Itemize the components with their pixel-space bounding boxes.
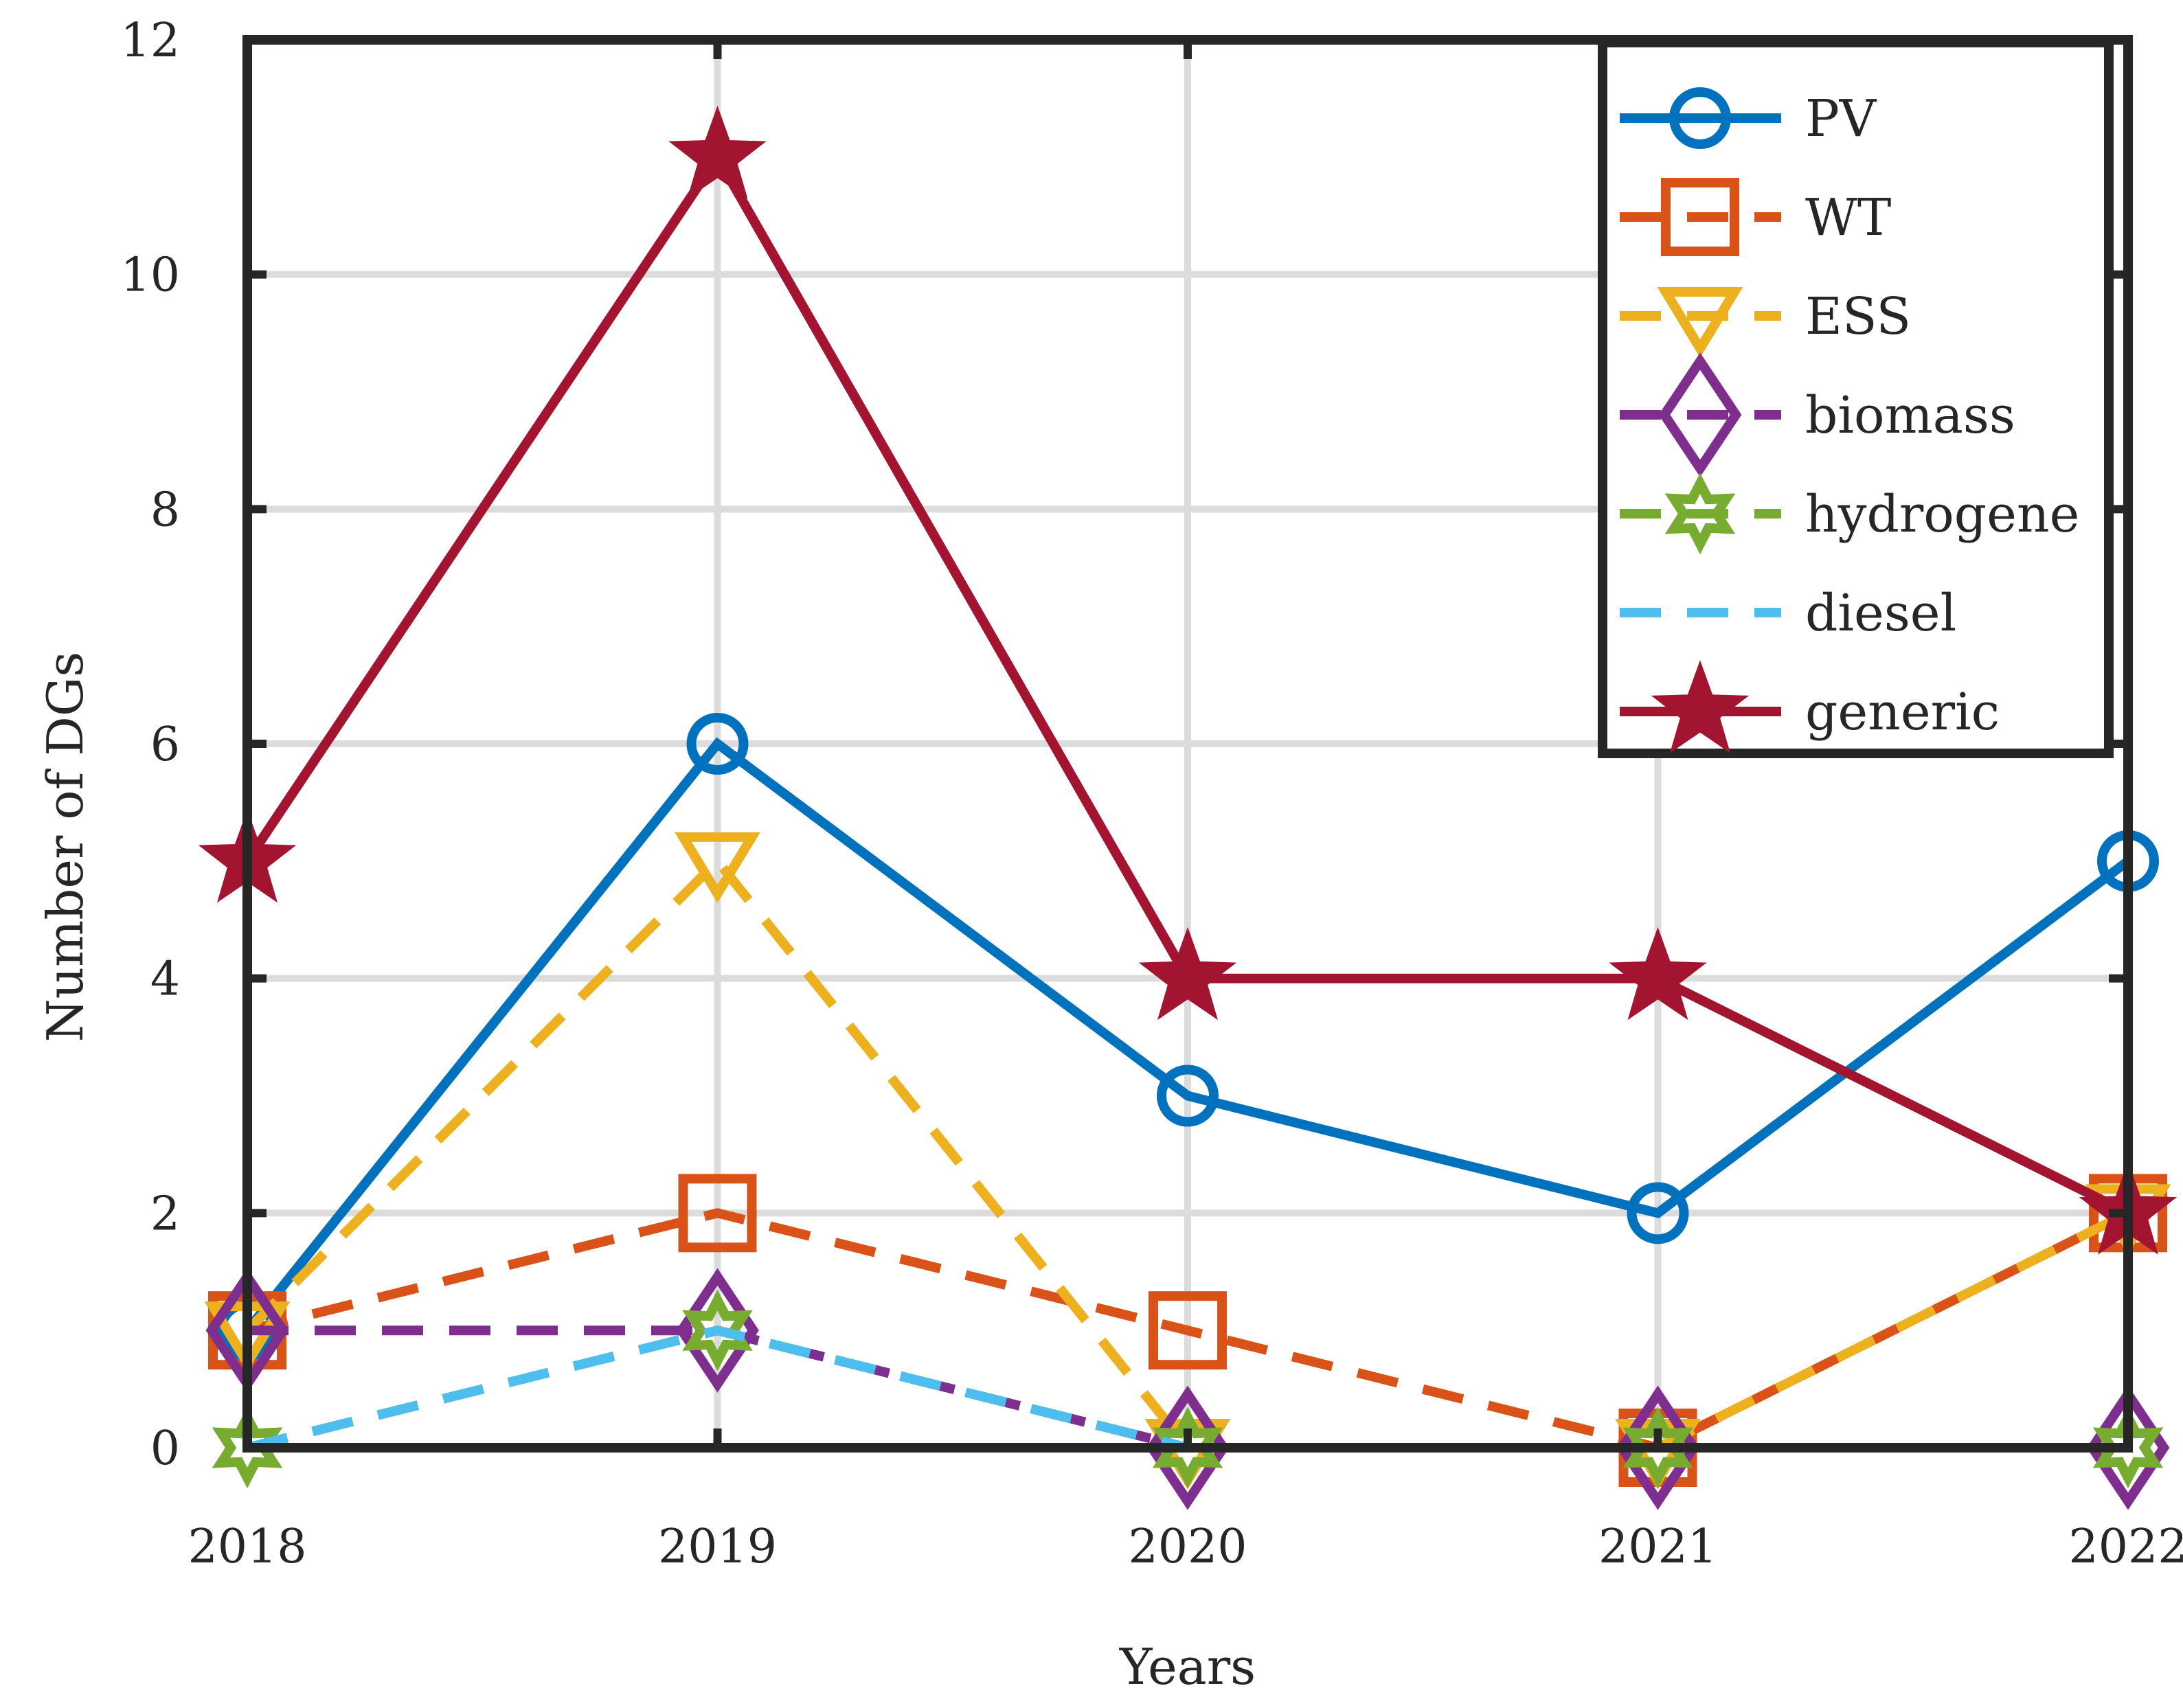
legend-marker-generic — [1651, 660, 1750, 753]
legend-item-ess: ESS — [1620, 287, 1911, 358]
legend-label-biomass: biomass — [1805, 386, 2015, 445]
x-tick-label: 2019 — [658, 1520, 777, 1574]
y-tick-label: 4 — [150, 953, 180, 1007]
legend-marker-pv — [1669, 87, 1731, 149]
legend-marker-hydrogene — [1664, 472, 1736, 555]
data-point-pv — [1157, 1064, 1219, 1127]
legend-item-hydrogene: hydrogene — [1620, 472, 2079, 555]
data-point-generic — [668, 105, 767, 199]
legend-box — [1598, 38, 2114, 758]
legend-label-generic: generic — [1805, 683, 2000, 742]
legend-marker-ess — [1657, 287, 1743, 358]
y-tick-label: 12 — [120, 14, 180, 68]
legend-item-wt: WT — [1620, 178, 1891, 256]
data-point-hydrogene — [212, 1407, 283, 1489]
y-tick-label: 10 — [120, 249, 180, 303]
data-point-hydrogene — [1152, 1407, 1223, 1489]
series-line-wt — [246, 1208, 2131, 1453]
x-axis-title: Years — [1119, 1638, 1256, 1696]
y-tick-label: 2 — [150, 1187, 180, 1241]
y-tick-label: 0 — [150, 1422, 180, 1476]
data-point-pv — [686, 713, 749, 775]
legend-label-ess: ESS — [1805, 287, 1911, 346]
y-tick-label: 8 — [150, 483, 180, 537]
legend-item-generic: generic — [1620, 660, 2000, 753]
data-point-wt — [1149, 1291, 1227, 1370]
legend-item-diesel: diesel — [1620, 584, 1956, 643]
x-tick-label: 2022 — [2068, 1520, 2183, 1574]
tick-labels: 2018 2019 2020 2021 2022 0 2 4 6 8 10 12 — [120, 14, 2183, 1574]
data-point-generic — [1138, 926, 1237, 1021]
data-point-pv — [1627, 1182, 1689, 1244]
legend-item-pv: PV — [1620, 87, 1877, 149]
legend-label-hydrogene: hydrogene — [1805, 485, 2079, 544]
data-point-ess — [675, 832, 760, 903]
legend: PV WT ESS biomass hydrogene diesel generic — [1598, 38, 2114, 758]
legend-marker-wt — [1661, 178, 1739, 256]
y-axis-title: Number of DGs — [36, 652, 94, 1043]
data-point-wt — [678, 1174, 757, 1253]
y-tick-label: 6 — [150, 718, 180, 772]
data-point-hydrogene — [682, 1289, 753, 1371]
legend-label-pv: PV — [1805, 89, 1877, 148]
x-tick-label: 2021 — [1598, 1520, 1717, 1574]
data-point-hydrogene — [2092, 1407, 2164, 1489]
x-tick-label: 2020 — [1128, 1520, 1247, 1574]
legend-item-biomass: biomass — [1620, 352, 2015, 477]
series-line-pv — [243, 737, 2131, 1334]
data-point-hydrogene — [1622, 1407, 1693, 1489]
x-tick-label: 2018 — [188, 1520, 306, 1574]
data-point-generic — [1609, 926, 1707, 1021]
legend-marker-biomass — [1658, 352, 1742, 477]
legend-label-diesel: diesel — [1805, 584, 1956, 643]
legend-label-wt: WT — [1805, 188, 1891, 247]
